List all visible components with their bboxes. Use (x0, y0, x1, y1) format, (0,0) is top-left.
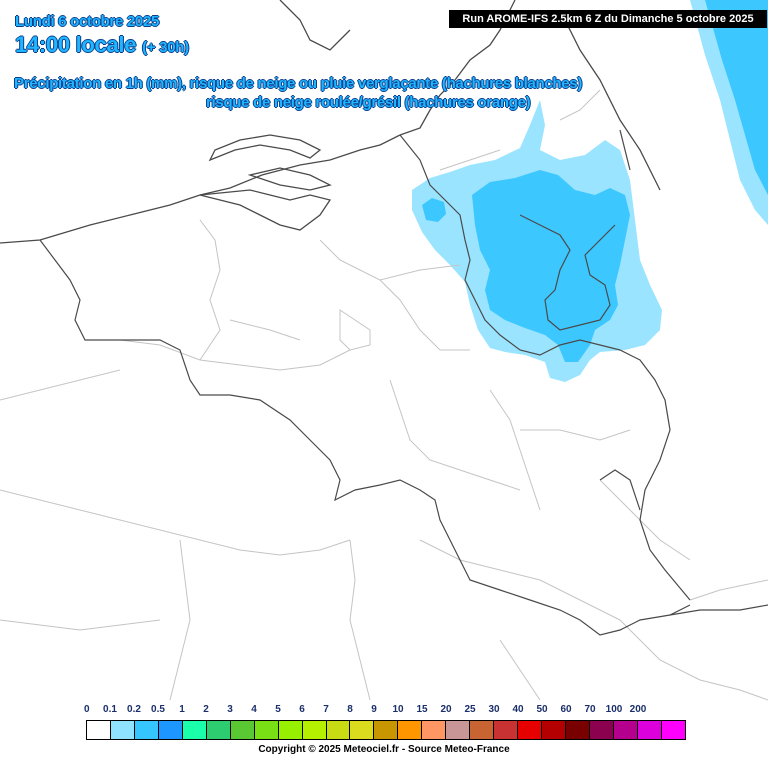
legend-swatch (326, 721, 351, 739)
legend-label: 1 (179, 704, 185, 715)
legend-swatch (110, 721, 135, 739)
precip-zone-mid (472, 170, 630, 362)
legend-swatch (278, 721, 303, 739)
legend-swatch (637, 721, 662, 739)
legend-color-bar (86, 720, 686, 740)
legend-swatch (518, 721, 543, 739)
legend-swatch (566, 721, 591, 739)
legend-swatch (613, 721, 638, 739)
legend-label: 3 (227, 704, 233, 715)
copyright-text: Copyright © 2025 Meteociel.fr - Source M… (258, 744, 510, 755)
legend-swatch (398, 721, 423, 739)
legend-label: 20 (440, 704, 452, 715)
forecast-time-value: 14:00 locale (15, 32, 137, 57)
legend-label: 0.5 (151, 704, 165, 715)
precip-zone-ne-mid (705, 0, 768, 195)
legend-label: 8 (347, 704, 353, 715)
legend-label: 30 (488, 704, 500, 715)
legend-swatch (446, 721, 471, 739)
forecast-time: 14:00 locale (+ 30h) (15, 32, 189, 58)
map-title-line1: Précipitation en 1h (mm), risque de neig… (14, 75, 583, 92)
legend-label: 0.2 (127, 704, 141, 715)
admin-boundaries (0, 89, 768, 701)
legend-labels: 0 0.1 0.2 0.5 1 2 3 4 5 6 7 8 9 10 15 20 25 30 40 50 60 70 100… (84, 704, 686, 718)
forecast-date: Lundi 6 octobre 2025 (15, 13, 160, 30)
legend-label: 100 (605, 704, 623, 715)
legend-swatch (661, 721, 685, 739)
legend-label: 50 (536, 704, 548, 715)
legend-label: 7 (323, 704, 329, 715)
legend-label: 5 (275, 704, 281, 715)
legend-label: 25 (464, 704, 476, 715)
national-borders (39, 129, 768, 636)
legend-label: 0.1 (103, 704, 117, 715)
legend-swatch (230, 721, 255, 739)
legend-swatch (158, 721, 183, 739)
legend-swatch (590, 721, 614, 739)
coastline (0, 0, 661, 244)
legend-swatch (206, 721, 231, 739)
legend-label: 60 (560, 704, 572, 715)
precip-legend: 0 0.1 0.2 0.5 1 2 3 4 5 6 7 8 9 10 15 20 25 30 40 50 60 70 100… (84, 704, 686, 740)
legend-label: 10 (392, 704, 404, 715)
legend-label: 6 (299, 704, 305, 715)
legend-label: 40 (512, 704, 524, 715)
legend-swatch (494, 721, 519, 739)
legend-label: 200 (629, 704, 647, 715)
run-info: Run AROME-IFS 2.5km 6 Z du Dimanche 5 oc… (449, 10, 767, 28)
legend-swatch (374, 721, 399, 739)
legend-swatch (134, 721, 159, 739)
legend-swatch (182, 721, 207, 739)
legend-label: 15 (416, 704, 428, 715)
map-title-line2: risque de neige roulée/grésil (hachures … (206, 94, 531, 111)
legend-swatch (254, 721, 279, 739)
legend-label: 2 (203, 704, 209, 715)
legend-swatch (87, 721, 111, 739)
legend-swatch (422, 721, 447, 739)
legend-label: 0 (84, 704, 90, 715)
forecast-lead: (+ 30h) (142, 39, 189, 56)
legend-label: 4 (251, 704, 257, 715)
legend-swatch (350, 721, 375, 739)
legend-swatch (302, 721, 327, 739)
precip-spot-west (422, 198, 446, 222)
legend-swatch (542, 721, 567, 739)
legend-label: 9 (371, 704, 377, 715)
legend-swatch (470, 721, 495, 739)
legend-label: 70 (584, 704, 596, 715)
